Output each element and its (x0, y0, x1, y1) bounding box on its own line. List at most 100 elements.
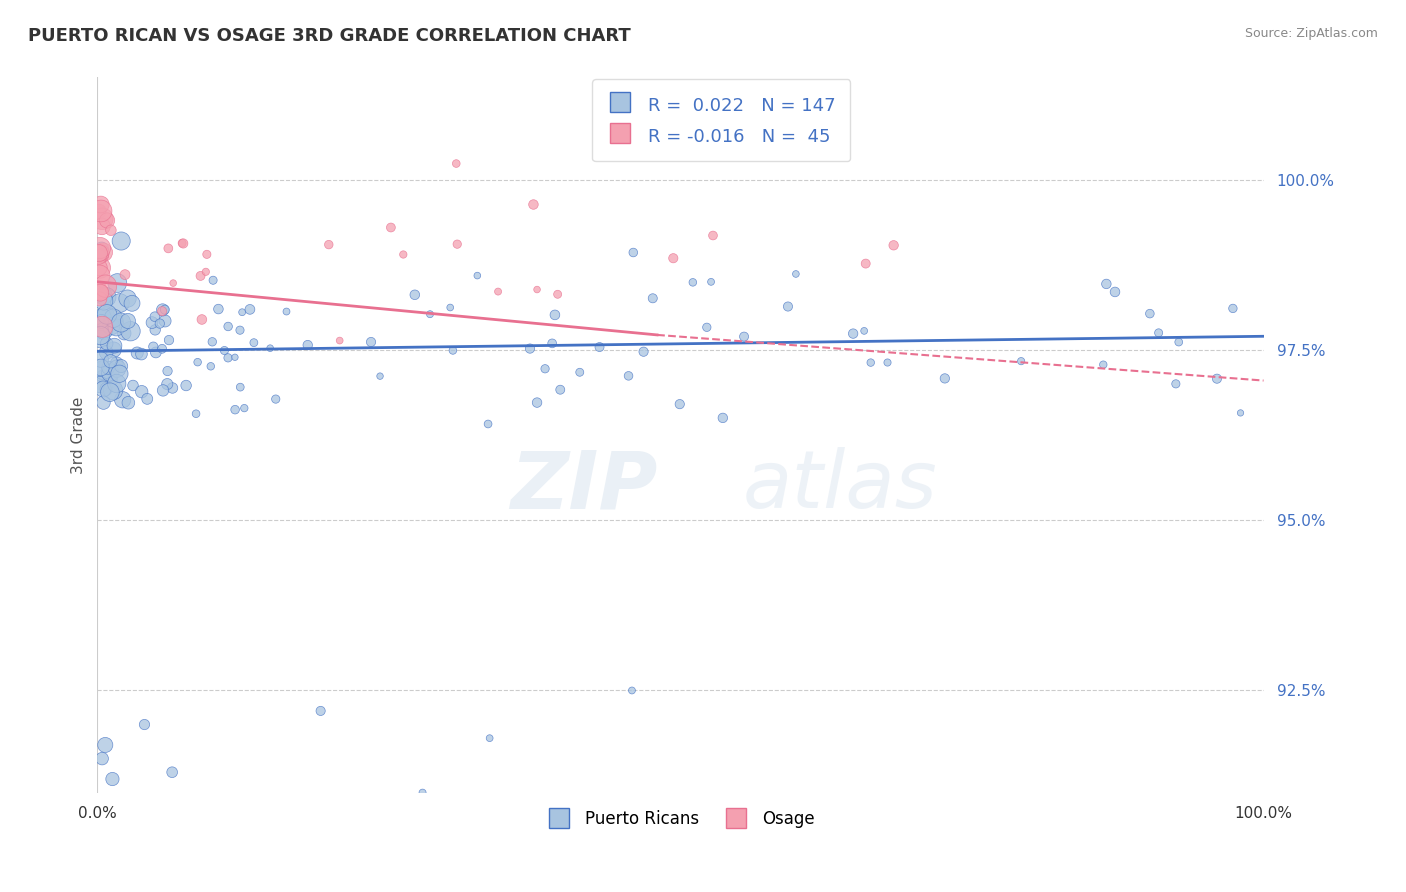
Point (91, 310, 114, 325)
Point (141, 316, 163, 330)
Point (214, 343, 236, 358)
Point (87, 246, 110, 260)
Point (91, 363, 114, 377)
Point (522, 197, 544, 211)
Point (105, 314, 128, 328)
Point (131, 384, 153, 399)
Point (329, 334, 352, 348)
Point (143, 310, 166, 324)
Point (162, 381, 184, 395)
Point (776, 300, 799, 314)
Point (93, 288, 115, 302)
Point (93, 289, 115, 303)
Point (174, 378, 197, 392)
Point (89, 799, 111, 814)
Point (696, 320, 718, 334)
Point (309, 704, 332, 718)
Point (89, 260, 111, 275)
Point (98, 366, 121, 380)
Point (360, 334, 382, 349)
Point (103, 311, 125, 326)
Point (87, 285, 110, 299)
Point (93, 289, 115, 303)
Point (380, 220, 402, 235)
Point (93, 293, 115, 308)
Point (90, 204, 112, 219)
Point (94, 279, 117, 293)
Point (1164, 376, 1187, 391)
Point (120, 324, 142, 338)
Point (217, 319, 239, 334)
Point (620, 683, 643, 698)
Point (145, 345, 167, 359)
Point (127, 346, 149, 360)
Point (439, 301, 461, 315)
Point (668, 397, 690, 411)
Point (90, 360, 112, 375)
Point (184, 407, 207, 421)
Point (229, 323, 252, 337)
Point (157, 241, 180, 255)
Point (876, 355, 898, 369)
Point (89, 241, 111, 255)
Point (785, 267, 807, 281)
Point (662, 251, 685, 265)
Point (152, 384, 174, 398)
Point (441, 343, 464, 358)
Point (101, 383, 124, 397)
Point (111, 392, 134, 407)
Point (91, 319, 114, 334)
Point (90, 197, 112, 211)
Point (87, 250, 110, 264)
Point (101, 772, 124, 786)
Point (150, 304, 173, 318)
Point (621, 245, 644, 260)
Point (229, 380, 252, 394)
Point (96, 336, 118, 351)
Point (1222, 301, 1244, 316)
Point (194, 265, 217, 279)
Point (419, 307, 441, 321)
Point (114, 268, 136, 282)
Point (478, 731, 501, 746)
Text: PUERTO RICAN VS OSAGE 3RD GRADE CORRELATION CHART: PUERTO RICAN VS OSAGE 3RD GRADE CORRELAT… (28, 27, 631, 45)
Point (547, 287, 569, 301)
Point (711, 410, 734, 425)
Point (477, 417, 499, 431)
Point (548, 383, 571, 397)
Point (89, 285, 111, 300)
Point (91, 245, 114, 260)
Point (157, 333, 180, 347)
Point (89, 268, 111, 283)
Point (187, 355, 209, 369)
Point (544, 308, 567, 322)
Point (149, 317, 172, 331)
Point (89, 292, 111, 306)
Point (94, 345, 117, 359)
Point (90, 245, 112, 260)
Point (93, 395, 115, 409)
Point (150, 342, 173, 356)
Point (103, 339, 125, 353)
Point (318, 237, 340, 252)
Point (143, 323, 166, 337)
Point (368, 369, 391, 384)
Point (1229, 406, 1251, 420)
Point (446, 237, 468, 252)
Point (172, 236, 194, 251)
Point (259, 341, 281, 355)
Point (90, 352, 112, 367)
Point (231, 305, 253, 319)
Point (91, 211, 114, 226)
Point (136, 392, 159, 406)
Point (98, 385, 121, 400)
Point (243, 335, 266, 350)
Point (934, 371, 956, 385)
Point (103, 343, 125, 357)
Point (105, 361, 128, 376)
Point (112, 326, 135, 341)
Point (276, 304, 298, 318)
Point (96, 213, 118, 227)
Point (94, 738, 117, 752)
Text: Source: ZipAtlas.com: Source: ZipAtlas.com (1244, 27, 1378, 40)
